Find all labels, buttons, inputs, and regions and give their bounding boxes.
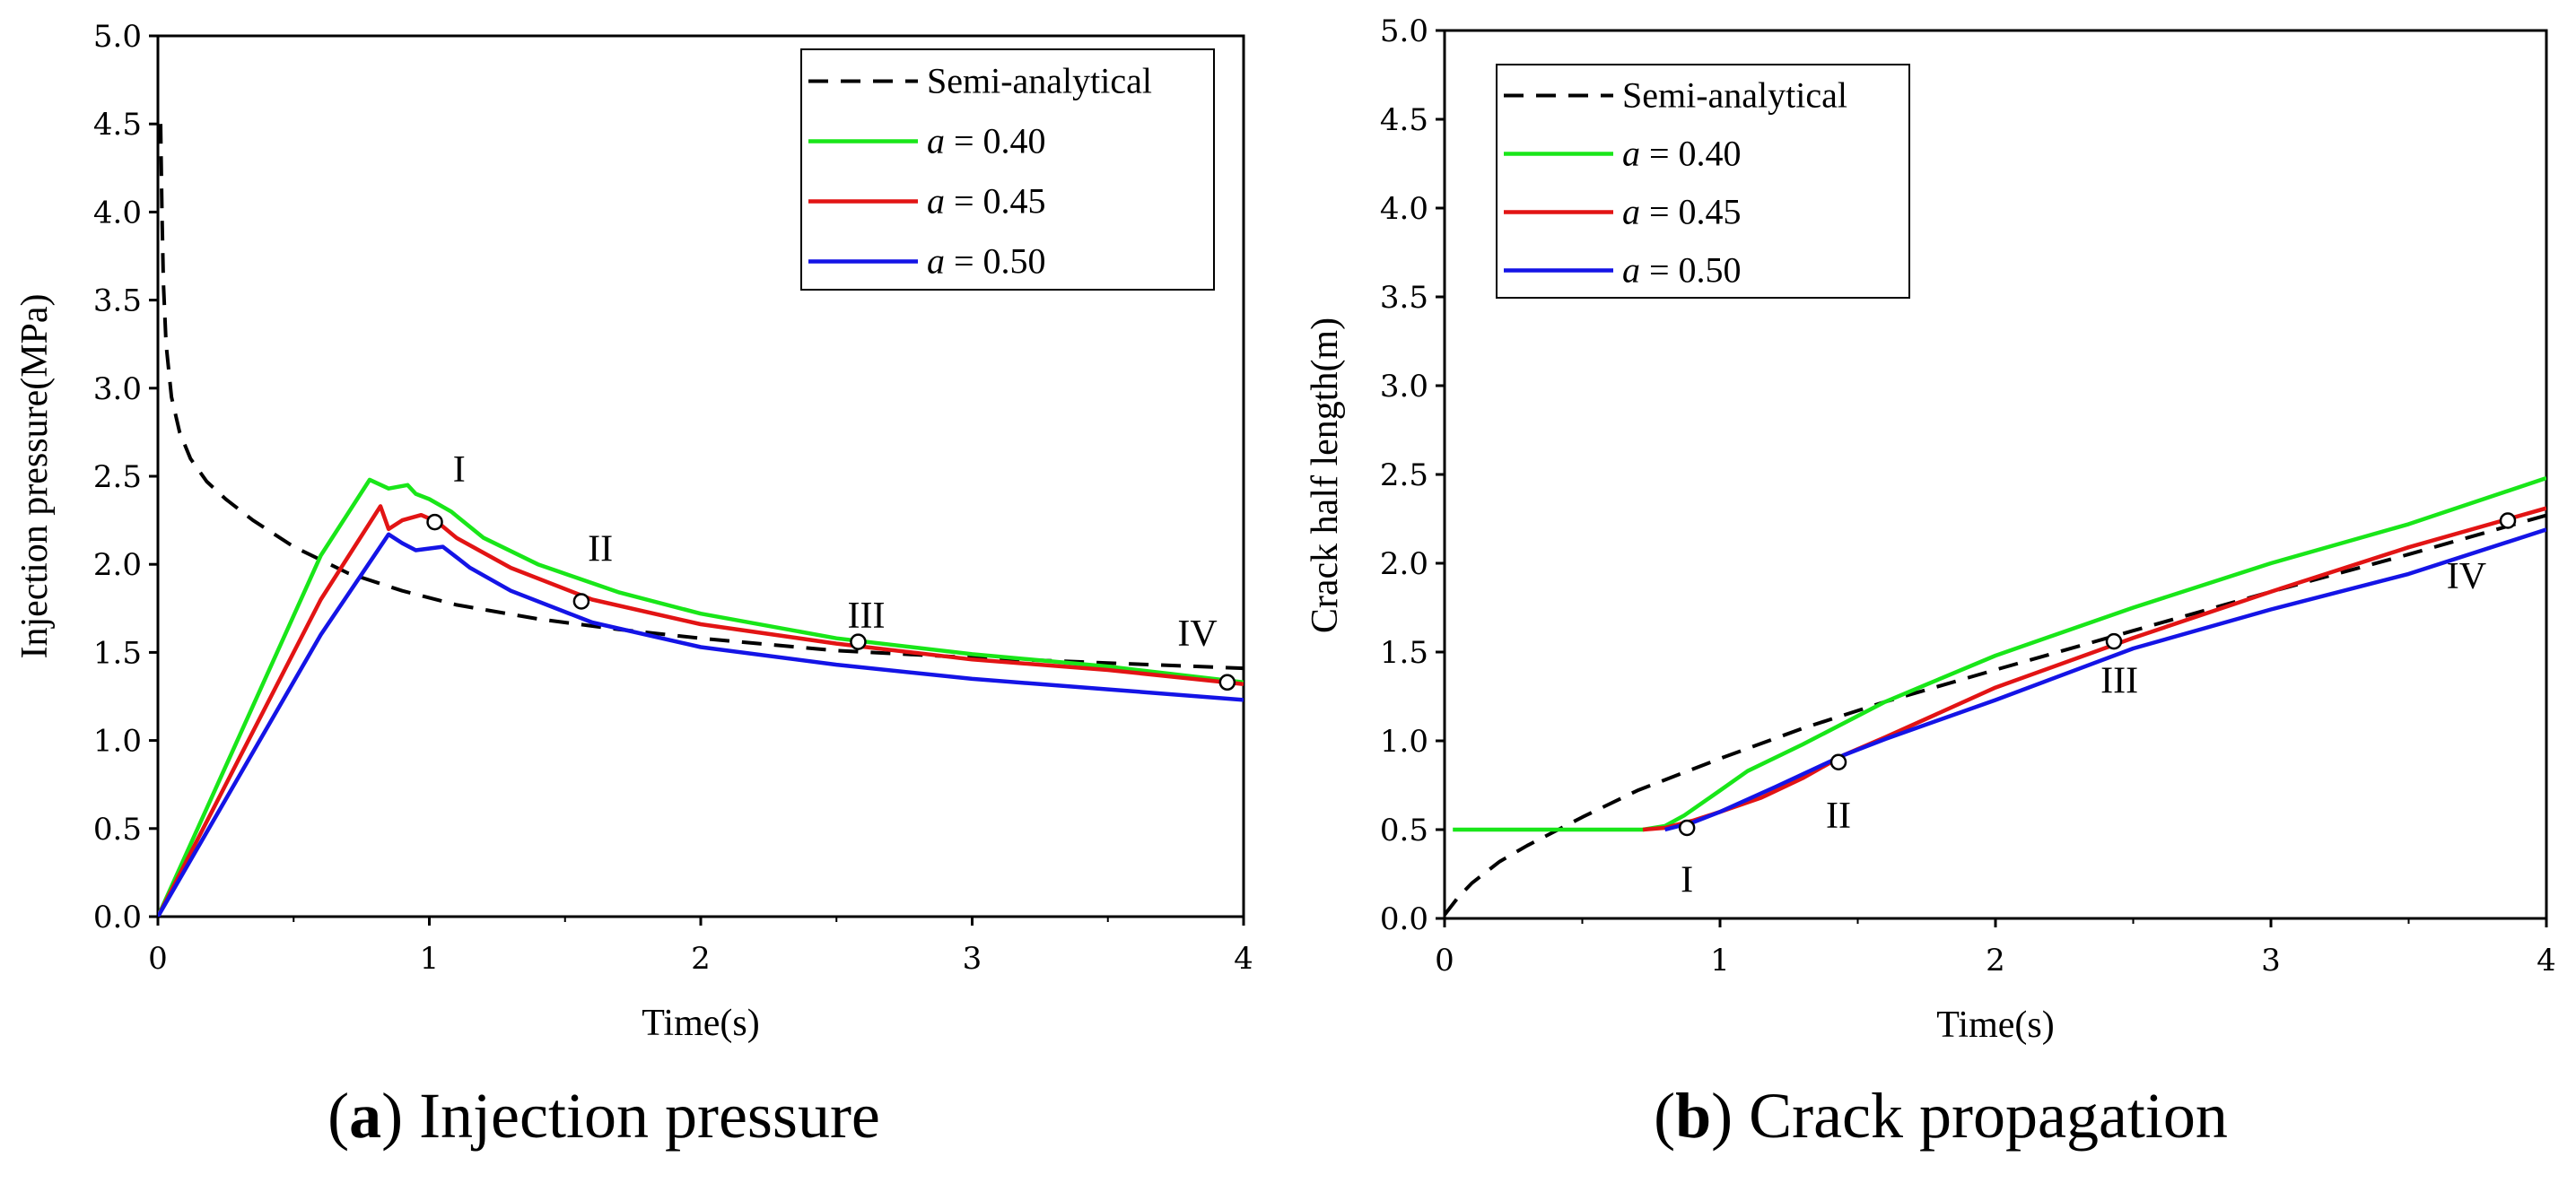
stage-label: IV (1177, 613, 1217, 655)
series-line-semi-analytical (159, 124, 1244, 671)
x-axis-label: Time(s) (642, 1003, 759, 1044)
x-tick-label: 3 (963, 941, 982, 977)
legend-label: Semi-analytical (927, 61, 1152, 101)
stage-label: I (453, 449, 466, 491)
legend-box (1496, 64, 1910, 299)
series-line-a-0-40 (158, 477, 1244, 917)
x-tick-label: 2 (1986, 943, 2005, 979)
legend: Semi-analytical a = 0.40 a = 0.45 a = 0.50 (800, 48, 1215, 291)
series-line-a-0-50 (1664, 527, 2546, 832)
legend-label: a = 0.40 (1622, 134, 1742, 174)
y-tick-label: 3.0 (93, 371, 142, 407)
y-tick-label: 4.0 (93, 195, 142, 231)
y-tick-label: 3.0 (1380, 369, 1428, 404)
y-tick-label: 4.5 (1380, 102, 1428, 138)
y-tick-label: 2.5 (1380, 457, 1428, 493)
stage-label: III (2100, 661, 2138, 702)
x-tick-label: 0 (148, 941, 168, 977)
x-tick-label: 4 (2537, 943, 2556, 979)
y-axis-label: Crack half length(m) (1305, 317, 1346, 633)
y-tick-label: 3.5 (1380, 280, 1428, 316)
series-line-semi-analytical (1445, 513, 2546, 917)
y-tick-label: 0.5 (1380, 813, 1428, 848)
y-tick-label: 3.5 (93, 283, 142, 319)
x-tick-label: 3 (2261, 943, 2281, 979)
legend-label: a = 0.45 (927, 181, 1046, 222)
legend: Semi-analytical a = 0.40 a = 0.45 a = 0.50 (1496, 64, 1910, 299)
caption-a: (a) Injection pressure (327, 1080, 880, 1152)
legend-label: a = 0.50 (927, 241, 1046, 282)
legend-label: a = 0.45 (1622, 192, 1742, 232)
y-axis-label: Injection pressure(MPa) (14, 293, 56, 658)
stage-marker (2499, 512, 2517, 529)
series-line-a-0-45 (1642, 506, 2546, 832)
stage-label: IV (2447, 556, 2486, 597)
y-tick-label: 1.5 (93, 635, 142, 671)
stage-marker (1829, 753, 1847, 771)
x-tick-label: 1 (1710, 943, 1730, 979)
y-tick-label: 2.5 (93, 459, 142, 495)
y-tick-label: 5.0 (1380, 13, 1428, 49)
x-axis-label: Time(s) (1936, 1005, 2054, 1046)
stage-marker (850, 633, 867, 650)
y-tick-label: 0.0 (1380, 901, 1428, 937)
stage-label: II (1826, 796, 1851, 837)
stage-label: I (1681, 859, 1693, 900)
series-line-a-0-50 (158, 532, 1244, 917)
y-tick-label: 4.5 (93, 107, 142, 143)
stage-marker (2105, 632, 2123, 650)
legend-label: a = 0.50 (1622, 250, 1742, 291)
stage-marker (572, 593, 590, 610)
stage-marker (1218, 674, 1236, 692)
stage-label: III (848, 596, 886, 637)
x-tick-label: 2 (691, 941, 711, 977)
stage-label: II (588, 529, 613, 570)
y-tick-label: 0.0 (93, 900, 142, 935)
y-tick-label: 4.0 (1380, 191, 1428, 227)
x-tick-label: 0 (1435, 943, 1454, 979)
stage-marker (1678, 819, 1696, 837)
panel-crack-propagation: 0.0 0.5 1.0 1.5 2.0 2.5 3.0 3.5 4.0 4.5 5.0 0 1 2 3 4 Ti… (1305, 13, 2556, 1046)
legend-label: Semi-analytical (1622, 75, 1847, 116)
series-line-a-0-40 (1453, 475, 2546, 832)
y-tick-label: 5.0 (93, 19, 142, 55)
y-tick-label: 1.5 (1380, 635, 1428, 671)
series-line-a-0-45 (158, 504, 1244, 917)
stage-marker (426, 513, 443, 531)
y-tick-label: 2.0 (93, 547, 142, 583)
y-tick-label: 1.0 (93, 724, 142, 760)
y-tick-label: 1.0 (1380, 724, 1428, 760)
y-tick-label: 0.5 (93, 812, 142, 848)
x-tick-label: 1 (420, 941, 440, 977)
y-tick-label: 2.0 (1380, 546, 1428, 582)
x-tick-label: 4 (1234, 941, 1253, 977)
legend-label: a = 0.40 (927, 121, 1046, 161)
caption-b: (b) Crack propagation (1654, 1080, 2228, 1152)
panel-injection-pressure: 0.0 0.5 1.0 1.5 2.0 2.5 3.0 3.5 4.0 4.5 5.0 0 1 2 3 4 Ti… (14, 19, 1253, 1044)
legend-box (800, 48, 1215, 291)
